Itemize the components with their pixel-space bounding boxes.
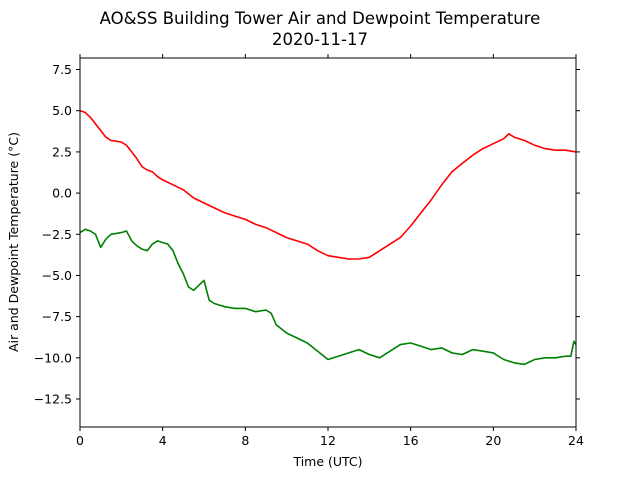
series-line-1 — [79, 109, 577, 260]
x-axis-label: Time (UTC) — [292, 454, 362, 469]
y-tick-label: 5.0 — [52, 103, 72, 118]
y-tick-label: −12.5 — [34, 391, 72, 406]
y-axis-label: Air and Dewpoint Temperature (°C) — [6, 132, 21, 352]
x-tick-label: 24 — [568, 433, 584, 448]
x-ticks: 0 4 8 12 16 20 24 — [76, 54, 584, 448]
x-tick-label: 0 — [76, 433, 84, 448]
y-ticks: −12.5 −10.0 −7.5 −5.0 −2.5 0.0 2.5 5.0 7.5 — [34, 62, 580, 406]
y-tick-label: 0.0 — [52, 186, 72, 201]
series-line-2 — [79, 228, 577, 366]
x-tick-label: 16 — [403, 433, 419, 448]
y-tick-label: −7.5 — [42, 309, 72, 324]
x-tick-label: 20 — [485, 433, 501, 448]
x-tick-label: 12 — [320, 433, 336, 448]
y-tick-label: 2.5 — [52, 144, 72, 159]
x-tick-label: 4 — [159, 433, 167, 448]
y-tick-label: 7.5 — [52, 62, 72, 77]
y-tick-label: −5.0 — [42, 268, 72, 283]
chart-title: AO&SS Building Tower Air and Dewpoint Te… — [100, 9, 541, 28]
plot-lines — [79, 109, 577, 366]
x-tick-label: 8 — [241, 433, 249, 448]
chart-subtitle: 2020-11-17 — [272, 30, 368, 49]
y-tick-label: −10.0 — [34, 350, 72, 365]
y-tick-label: −2.5 — [42, 227, 72, 242]
